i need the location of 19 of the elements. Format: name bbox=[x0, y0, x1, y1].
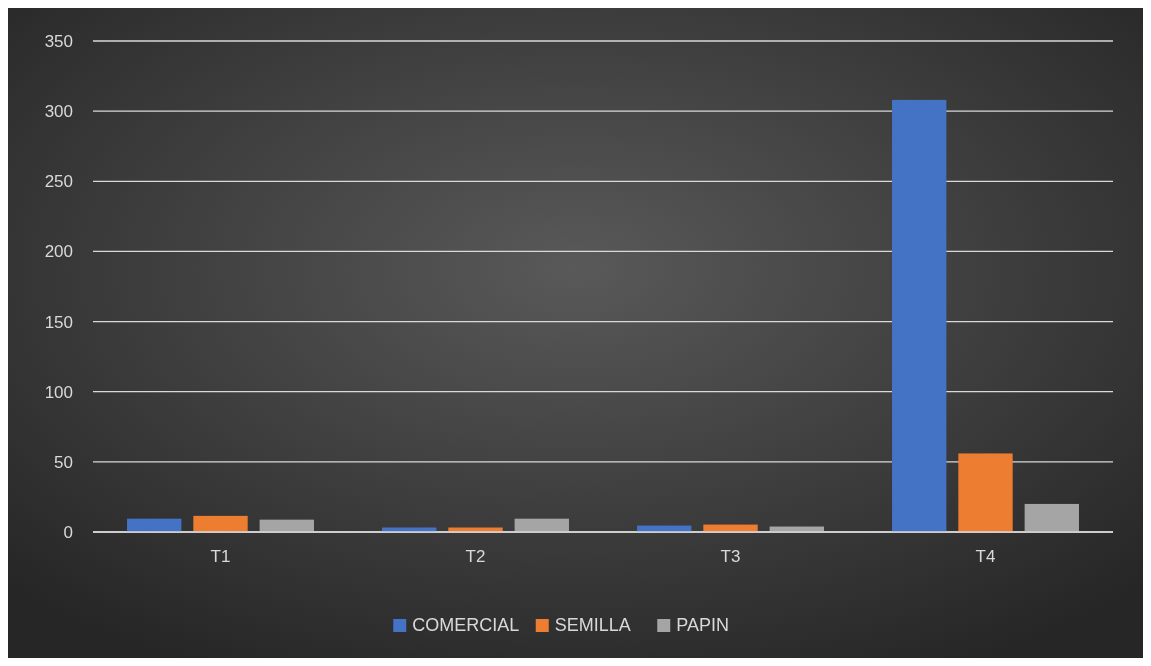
x-tick-label: T3 bbox=[720, 547, 741, 566]
bar bbox=[193, 515, 248, 532]
bar bbox=[1024, 503, 1079, 532]
y-tick-label: 200 bbox=[44, 242, 73, 262]
x-tick-label: T2 bbox=[465, 547, 486, 566]
x-tick-label: T4 bbox=[975, 547, 996, 566]
y-tick-label: 300 bbox=[44, 102, 73, 122]
y-tick-label: 0 bbox=[63, 522, 73, 542]
x-tick-label: T1 bbox=[210, 547, 231, 566]
y-tick-label: 250 bbox=[44, 172, 73, 192]
y-tick-label: 150 bbox=[44, 312, 73, 332]
legend-label: SEMILLA bbox=[554, 615, 631, 635]
y-tick-label: 350 bbox=[44, 31, 73, 51]
legend-label: COMERCIAL bbox=[412, 615, 520, 635]
legend-label: PAPIN bbox=[676, 615, 729, 635]
bar bbox=[892, 99, 947, 532]
y-tick-label: 50 bbox=[54, 452, 73, 472]
y-tick-label: 100 bbox=[44, 382, 73, 402]
bar bbox=[958, 453, 1013, 532]
